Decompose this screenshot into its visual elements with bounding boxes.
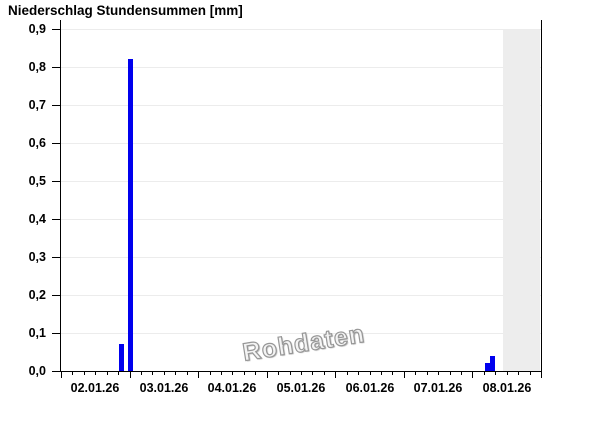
x-axis-minor-tick [484,371,485,375]
x-axis-minor-tick [415,371,416,375]
x-axis-minor-tick [107,371,108,375]
x-axis-minor-tick [84,371,85,375]
y-axis-tick-label: 0,1 [28,326,46,340]
x-axis-minor-tick [450,371,451,375]
x-axis-minor-tick [461,371,462,375]
y-gridline [61,333,541,334]
x-axis-tick-label: 02.01.26 [70,381,120,395]
x-axis-minor-tick [152,371,153,375]
x-axis-major-tick [61,371,62,378]
y-gridline [61,29,541,30]
x-axis-minor-tick [324,371,325,375]
x-axis-minor-tick [141,371,142,375]
x-axis-tick-label: 07.01.26 [413,381,463,395]
x-axis-major-tick [541,371,542,378]
y-axis-tick [52,219,61,220]
x-axis-tick-label: 08.01.26 [482,381,532,395]
y-axis-tick-label: 0,3 [28,250,46,264]
precipitation-bar [490,356,495,371]
x-axis-minor-tick [164,371,165,375]
x-axis-minor-tick [255,371,256,375]
y-gridline [61,295,541,296]
y-axis-tick-label: 0,6 [28,136,46,150]
y-axis-tick [52,143,61,144]
x-axis-minor-tick [187,371,188,375]
x-axis-minor-tick [370,371,371,375]
y-gridline [61,105,541,106]
x-axis-minor-tick [221,371,222,375]
x-axis-minor-tick [278,371,279,375]
x-axis-minor-tick [530,371,531,375]
y-axis-tick-label: 0,8 [28,60,46,74]
x-axis-minor-tick [118,371,119,375]
y-axis-tick [52,67,61,68]
x-axis-minor-tick [358,371,359,375]
right-border-line [541,20,542,372]
x-axis-major-tick [404,371,405,378]
y-axis-tick-label: 0,5 [28,174,46,188]
x-axis-tick-label: 04.01.26 [207,381,257,395]
y-gridline [61,67,541,68]
x-axis-minor-tick [507,371,508,375]
x-axis-major-tick [267,371,268,378]
y-axis-tick [52,371,61,372]
x-axis-tick-label: 06.01.26 [345,381,395,395]
y-axis-tick-label: 0,7 [28,98,46,112]
y-gridline [61,143,541,144]
x-axis-major-tick [472,371,473,378]
y-gridline [61,219,541,220]
x-axis-major-tick [130,371,131,378]
y-gridline [61,257,541,258]
y-axis-tick [52,181,61,182]
precipitation-bar [485,363,490,371]
x-axis-minor-tick [290,371,291,375]
x-axis-minor-tick [392,371,393,375]
y-gridline [61,181,541,182]
x-axis-minor-tick [175,371,176,375]
y-axis-tick [52,29,61,30]
x-axis-tick-label: 05.01.26 [276,381,326,395]
x-axis-minor-tick [381,371,382,375]
chart-title: Niederschlag Stundensummen [mm] [8,3,243,18]
precipitation-bar [119,344,124,371]
x-axis-minor-tick [210,371,211,375]
y-axis-tick [52,105,61,106]
x-axis-major-tick [335,371,336,378]
y-axis-line [60,20,61,372]
x-axis-minor-tick [495,371,496,375]
x-axis-minor-tick [244,371,245,375]
x-axis-minor-tick [95,371,96,375]
x-axis-minor-tick [427,371,428,375]
y-axis-tick [52,295,61,296]
watermark-text: Rohdaten [240,319,367,367]
x-axis-minor-tick [301,371,302,375]
y-axis-tick [52,333,61,334]
x-axis-major-tick [198,371,199,378]
y-axis-tick-label: 0,4 [28,212,46,226]
y-axis-tick [52,257,61,258]
x-axis-minor-tick [347,371,348,375]
x-axis-minor-tick [232,371,233,375]
x-axis-minor-tick [312,371,313,375]
x-axis-minor-tick [518,371,519,375]
y-axis-tick-label: 0,2 [28,288,46,302]
x-axis-minor-tick [438,371,439,375]
y-axis-tick-label: 0,0 [28,364,46,378]
x-axis-tick-label: 03.01.26 [139,381,189,395]
y-axis-tick-label: 0,9 [28,22,46,36]
nodata-region [503,30,540,371]
x-axis-minor-tick [72,371,73,375]
x-axis-line [60,371,542,372]
precipitation-bar [128,59,133,371]
